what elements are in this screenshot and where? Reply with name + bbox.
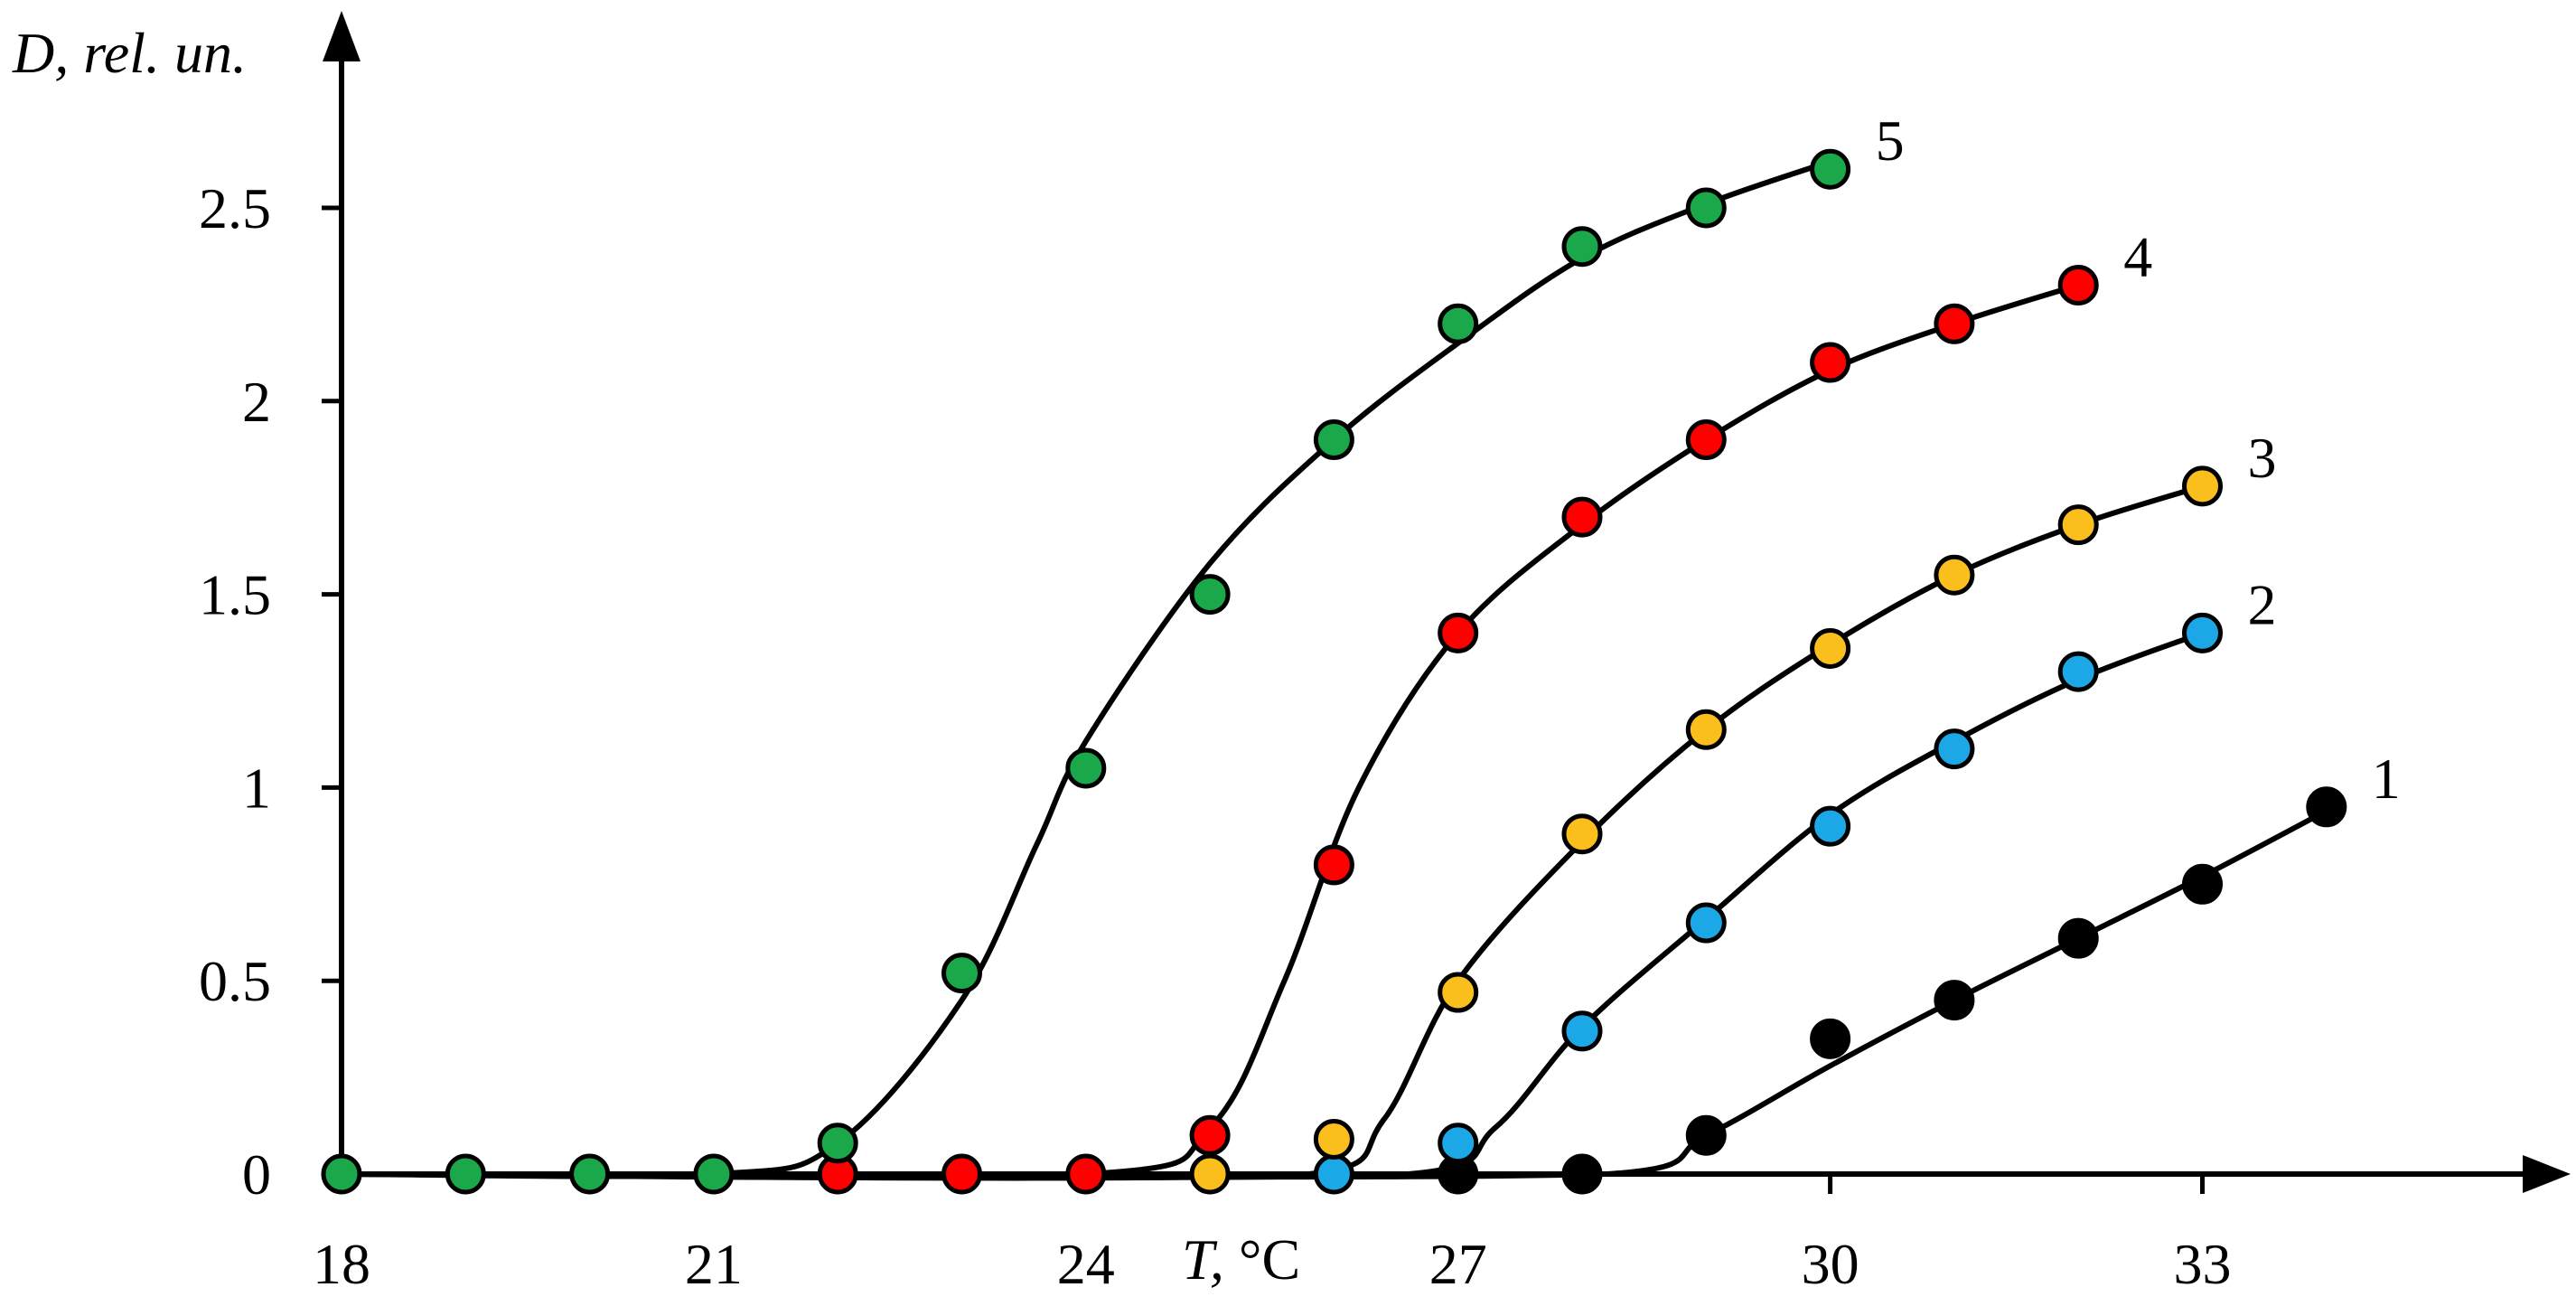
series-3-point-1: [1313, 1119, 1354, 1160]
series-curves: [339, 158, 2329, 1181]
series-2-curve: [339, 630, 2206, 1180]
series-2-point-5: [1934, 728, 1975, 770]
y-axis-arrow-icon: [323, 11, 361, 61]
y-ticks: 0 0.5 1 1.5 2 2.5: [199, 176, 342, 1207]
series-3-point-6: [1934, 554, 1975, 596]
series-4-point-5: [1438, 612, 1479, 653]
series-3-point-0: [1189, 1153, 1231, 1195]
series-2-point-4: [1810, 805, 1851, 847]
series-5-point-8: [1313, 419, 1354, 461]
series-1-label: 1: [2372, 747, 2401, 811]
x-tick-label-21: 21: [685, 1232, 743, 1296]
series-3-point-5: [1810, 627, 1851, 669]
series-3-point-3: [1561, 813, 1603, 855]
x-axis-arrow-icon: [2523, 1155, 2571, 1193]
series-4-point-1: [941, 1153, 982, 1195]
series-1-point-7: [2306, 786, 2347, 828]
series-4-point-3: [1189, 1114, 1231, 1156]
series-4-point-10: [2057, 265, 2099, 306]
series-1-point-2: [1685, 1114, 1727, 1156]
series-5-point-0: [321, 1153, 362, 1195]
series-2-point-3: [1685, 902, 1727, 944]
series-3-curve: [339, 483, 2206, 1181]
series-4-point-2: [1065, 1153, 1107, 1195]
series-1-point-5: [2057, 917, 2099, 959]
series-1-point-4: [1934, 980, 1975, 1021]
series-5-point-11: [1685, 187, 1727, 229]
series-4-point-6: [1561, 496, 1603, 538]
series-4-point-8: [1810, 342, 1851, 383]
x-tick-label-27: 27: [1429, 1232, 1487, 1296]
y-tick-label-3: 1.5: [199, 563, 271, 627]
series-5-curve: [339, 158, 1833, 1179]
series-2-point-1: [1438, 1123, 1479, 1164]
series-4-point-9: [1934, 303, 1975, 344]
x-tick-label-24: 24: [1057, 1232, 1115, 1296]
series-5-label: 5: [1876, 108, 1905, 173]
series-2-point-2: [1561, 1010, 1603, 1052]
series-5-point-5: [941, 953, 982, 994]
series-5-point-9: [1438, 303, 1479, 344]
series-2-label: 2: [2248, 572, 2277, 636]
series-1-point-3: [1810, 1018, 1851, 1059]
series-1-point-1: [1561, 1153, 1603, 1195]
series-5-point-7: [1189, 574, 1231, 615]
x-tick-label-30: 30: [1802, 1232, 1859, 1296]
x-tick-label-33: 33: [2174, 1232, 2232, 1296]
series-5-point-10: [1561, 226, 1603, 268]
series-2-point-7: [2182, 612, 2223, 653]
x-axis-label: T, °C: [1182, 1227, 1300, 1292]
y-axis-label: D, rel. un.: [12, 21, 247, 85]
series-3-label: 3: [2248, 426, 2277, 490]
series-5-point-1: [445, 1153, 486, 1195]
series-2-point-6: [2057, 651, 2099, 692]
y-tick-label-4: 2: [242, 370, 271, 434]
series-3-point-2: [1438, 972, 1479, 1013]
series-4-point-7: [1685, 419, 1727, 461]
y-tick-label-2: 1: [242, 756, 271, 820]
series-4-label: 4: [2123, 225, 2152, 289]
series-5-point-12: [1810, 148, 1851, 190]
series-5-point-2: [569, 1153, 611, 1195]
series-3-point-8: [2182, 465, 2223, 507]
y-tick-label-5: 2.5: [199, 176, 271, 240]
y-tick-label-1: 0.5: [199, 949, 271, 1013]
series-3-point-7: [2057, 504, 2099, 546]
series-labels: 1 2 3 4 5: [1876, 108, 2401, 811]
x-axis-label-unit: °C: [1224, 1227, 1300, 1292]
x-axis-label-variable: T,: [1182, 1227, 1224, 1292]
y-tick-label-0: 0: [242, 1142, 271, 1207]
series-5-point-3: [693, 1153, 735, 1195]
series-4-point-4: [1313, 844, 1354, 886]
series-5-point-4: [817, 1123, 858, 1164]
series-1-point-6: [2182, 863, 2223, 905]
series-points: [321, 148, 2347, 1195]
series-2-point-0: [1313, 1153, 1354, 1195]
series-3-point-4: [1685, 709, 1727, 750]
x-tick-label-18: 18: [313, 1232, 370, 1296]
series-5-point-6: [1065, 747, 1107, 789]
